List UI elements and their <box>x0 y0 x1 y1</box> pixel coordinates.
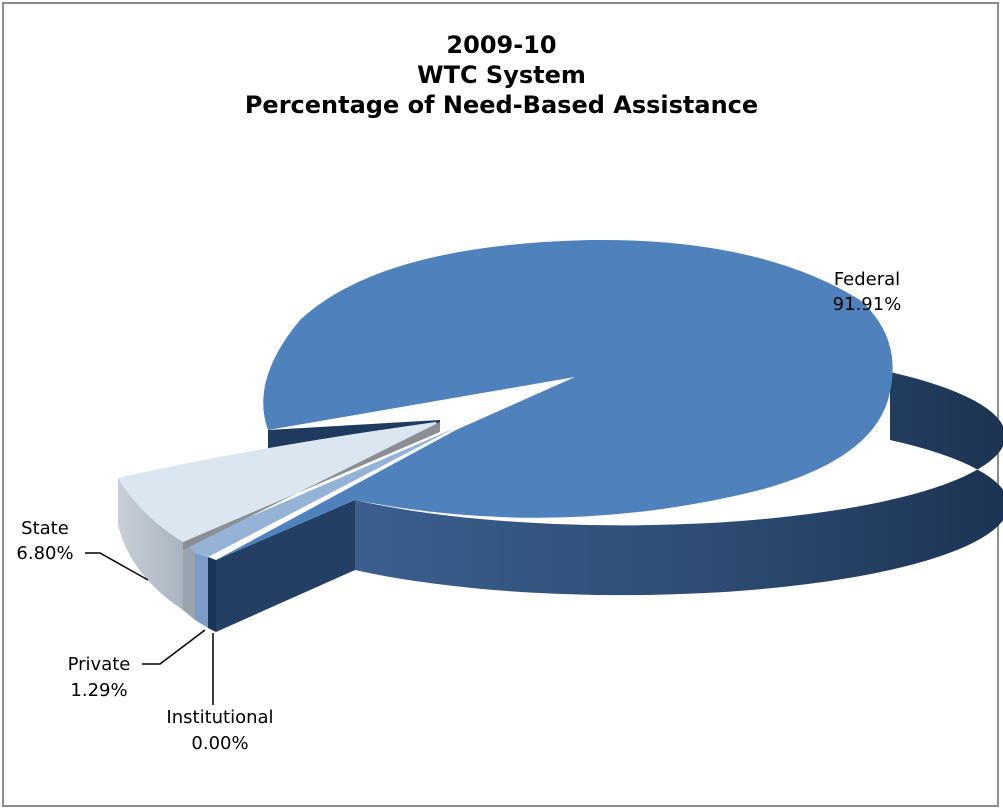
label-federal-value: 91.91% <box>833 294 902 315</box>
leader-line-private <box>142 629 206 665</box>
label-federal-name: Federal <box>834 269 900 290</box>
slice-federal-inner-wall <box>216 500 355 632</box>
label-private-name: Private <box>68 654 131 675</box>
slice-state <box>118 422 440 542</box>
label-state-value: 6.80% <box>16 543 73 564</box>
slice-state-edge <box>183 422 440 550</box>
label-institutional-name: Institutional <box>166 707 273 728</box>
slice-private-side <box>195 553 208 628</box>
slice-private <box>178 428 455 557</box>
label-state-name: State <box>21 518 69 539</box>
leader-line-state <box>85 552 149 581</box>
slice-federal <box>216 239 893 560</box>
chart-title-line-1: 2009-10 <box>446 31 557 59</box>
label-institutional-value: 0.00% <box>191 733 248 754</box>
slice-state-side <box>118 478 183 610</box>
chart-title-line-3: Percentage of Need-Based Assistance <box>244 91 759 119</box>
slice-state-inner <box>183 542 195 620</box>
chart-title: 2009-10 WTC System Percentage of Need-Ba… <box>0 30 1003 120</box>
label-private-value: 1.29% <box>70 680 127 701</box>
slice-institutional <box>208 557 216 632</box>
chart-title-line-2: WTC System <box>417 61 586 89</box>
slice-federal-side <box>355 372 1003 596</box>
